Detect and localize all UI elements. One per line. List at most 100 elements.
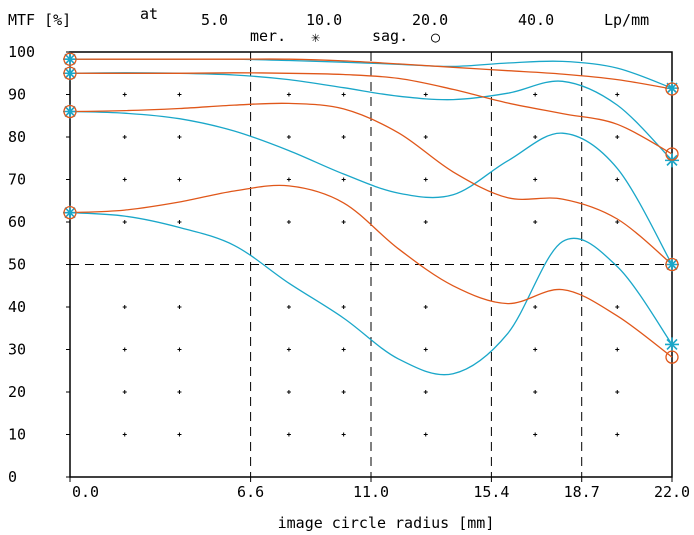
grid-dot [533, 177, 538, 182]
y-tick-label: 100 [8, 43, 35, 61]
grid-dot [286, 220, 291, 224]
grid-dot [286, 390, 291, 394]
y-tick-label: 20 [8, 383, 26, 401]
y-tick-labels: 0 10 20 30 40 50 60 70 80 90 100 [8, 43, 70, 486]
grid-dot [177, 92, 182, 97]
grid-dot [341, 177, 346, 182]
grid-dot [341, 92, 346, 97]
grid-dot [533, 92, 538, 97]
x-tick-label: 18.7 [564, 483, 600, 501]
x-tick-label: 15.4 [473, 483, 509, 501]
mer-marker-20.0-end [665, 257, 679, 272]
grid-dot [341, 390, 346, 394]
grid-dot [286, 347, 291, 352]
mer-marker-20.0-start [63, 104, 77, 119]
mtf-axis-label: MTF [%] [8, 11, 71, 29]
grid-dot [533, 432, 538, 437]
grid-dot [122, 220, 127, 224]
grid-dot [341, 135, 346, 139]
sag-marker-10.0-start [63, 66, 77, 80]
legend-mer-label: mer. [250, 27, 286, 45]
grid-dot [122, 135, 127, 139]
grid-dot [423, 432, 428, 437]
grid-dot [286, 92, 291, 97]
grid-dot [122, 92, 127, 97]
grid-dot [533, 390, 538, 394]
grid-dot [423, 347, 428, 352]
grid-dot [286, 135, 291, 139]
grid-dot [177, 135, 182, 139]
y-tick-label: 50 [8, 256, 26, 274]
grid-dot [122, 432, 127, 437]
grid-dot [177, 305, 182, 309]
sag-marker-40.0-start [63, 205, 77, 220]
grid-dot [122, 390, 127, 394]
y-tick-label: 0 [8, 468, 17, 486]
y-tick-label: 30 [8, 341, 26, 359]
legend-sag-label: sag. [372, 27, 408, 45]
sag-marker-20.0-start [63, 104, 77, 119]
x-tick-label: 11.0 [353, 483, 389, 501]
grid-dot [423, 92, 428, 97]
x-tick-label: 22.0 [654, 483, 690, 501]
grid-dot [341, 432, 346, 437]
y-tick-label: 10 [8, 426, 26, 444]
series-mer-40.0 [69, 212, 673, 376]
sag-marker-5.0-end [665, 82, 679, 96]
grid-dot [286, 177, 291, 182]
freq-label-10: 10.0 [306, 11, 342, 29]
mer-marker-5.0-start [63, 52, 77, 67]
series-sag-20.0 [69, 102, 673, 265]
freq-label-40: 40.0 [518, 11, 554, 29]
series-mer-20.0 [69, 110, 673, 265]
grid-dot [122, 305, 127, 309]
at-label: at [140, 5, 158, 23]
series-markers [63, 52, 679, 364]
x-tick-label: 0.0 [72, 483, 99, 501]
grid-dot [533, 347, 538, 352]
grid-dot [177, 220, 182, 224]
grid-dot [286, 305, 291, 309]
grid-dot [122, 347, 127, 352]
grid-dot [533, 135, 538, 139]
mer-marker-40.0-start [63, 205, 77, 220]
series-sag-10.0 [69, 72, 673, 155]
grid-dot [615, 432, 620, 437]
grid-dot [286, 432, 291, 437]
sag-marker-40.0-end [665, 350, 679, 364]
mer-marker-40.0-end [665, 337, 679, 352]
series-lines [69, 58, 673, 376]
grid-dot [615, 177, 620, 182]
grid-dot [615, 220, 620, 224]
grid-dot [341, 305, 346, 309]
grid-dot [423, 390, 428, 394]
grid-dot [177, 347, 182, 352]
freq-label-5: 5.0 [201, 11, 228, 29]
y-tick-label: 90 [8, 86, 26, 104]
grid-dot [122, 177, 127, 182]
grid-dot [423, 177, 428, 182]
grid-dot [423, 220, 428, 224]
grid-dot [341, 347, 346, 352]
sag-marker-10.0-end [665, 147, 679, 161]
legend-sag-symbol: ○ [431, 28, 440, 46]
grid-dot [533, 220, 538, 224]
grid-dot [423, 305, 428, 309]
y-tick-label: 80 [8, 128, 26, 146]
series-sag-40.0 [69, 184, 673, 358]
mer-marker-10.0-start [63, 66, 77, 81]
grid-dot [615, 305, 620, 309]
grid-dot [341, 220, 346, 224]
mer-marker-5.0-end [665, 81, 679, 96]
grid-dot [177, 177, 182, 182]
x-axis-title: image circle radius [mm] [278, 514, 495, 532]
grid-dot [615, 347, 620, 352]
grid-dot [423, 135, 428, 139]
grid-dot [615, 135, 620, 139]
sag-marker-20.0-end [665, 257, 679, 272]
y-tick-label: 60 [8, 213, 26, 231]
grid-dot [615, 92, 620, 97]
x-tick-label: 6.6 [237, 483, 264, 501]
grid-dot [177, 390, 182, 394]
